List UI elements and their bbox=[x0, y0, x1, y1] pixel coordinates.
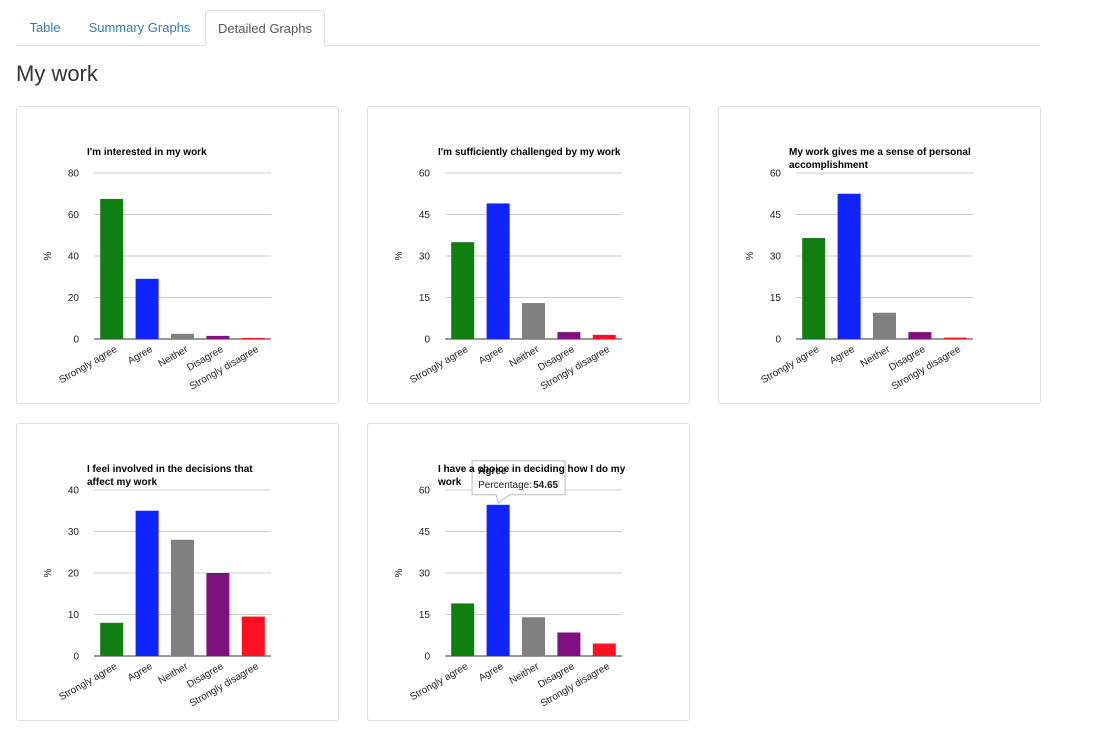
x-tick-label: Strongly agree bbox=[408, 344, 470, 386]
chart-title: My work gives me a sense of personal acc… bbox=[789, 147, 971, 171]
bar bbox=[241, 337, 265, 339]
y-tick-label: 10 bbox=[68, 610, 80, 621]
chart-card: % 0 15 30 45 60 Strongly agree Agree Neither Disa… bbox=[367, 106, 690, 404]
y-tick-label: 30 bbox=[419, 569, 431, 580]
x-tick-label: Strongly agree bbox=[408, 661, 470, 703]
x-tick-label: Agree bbox=[126, 344, 155, 367]
bar bbox=[837, 193, 861, 339]
y-tick-label: 15 bbox=[770, 293, 782, 304]
chart-title: I'm sufficiently challenged by my work bbox=[438, 147, 621, 158]
tab[interactable]: Detailed Graphs bbox=[205, 10, 325, 46]
y-tick-label: 40 bbox=[68, 252, 80, 263]
y-tick-label: 60 bbox=[68, 210, 80, 221]
chart-card: % 0 10 20 30 40 Strongly agree Agree Neither Disa… bbox=[16, 423, 339, 721]
bar bbox=[135, 278, 159, 339]
bar bbox=[486, 504, 510, 656]
tab[interactable]: Table bbox=[29, 20, 61, 35]
tab-bar: Table Summary Graphs Detailed Graphs bbox=[16, 10, 1040, 46]
x-tick-label: Agree bbox=[477, 661, 506, 684]
bar bbox=[241, 616, 265, 656]
y-tick-label: 30 bbox=[770, 252, 782, 263]
y-tick-label: 20 bbox=[68, 293, 80, 304]
bar bbox=[451, 603, 475, 656]
y-tick-label: 0 bbox=[775, 335, 781, 346]
chart-card: % 0 15 30 45 60 Strongly agree Agree Neither Disa… bbox=[718, 106, 1041, 404]
bar bbox=[908, 332, 932, 339]
y-tick-label: 60 bbox=[770, 169, 782, 180]
y-tick-label: 30 bbox=[419, 252, 431, 263]
y-axis-label: % bbox=[43, 568, 54, 577]
bar bbox=[557, 332, 581, 339]
x-tick-label: Agree bbox=[477, 344, 506, 367]
y-tick-label: 15 bbox=[419, 610, 431, 621]
bar bbox=[802, 238, 826, 339]
bar bbox=[592, 334, 616, 339]
bar bbox=[171, 333, 194, 339]
bar bbox=[451, 242, 475, 339]
x-tick-label: Strongly agree bbox=[57, 661, 119, 703]
chart-title: I feel involved in the decisions that af… bbox=[87, 464, 253, 488]
y-axis-label: % bbox=[394, 251, 405, 260]
y-tick-label: 60 bbox=[419, 486, 431, 497]
x-tick-label: Strongly agree bbox=[57, 344, 119, 386]
y-axis-label: % bbox=[745, 251, 756, 260]
bar bbox=[206, 573, 230, 656]
bar bbox=[592, 643, 616, 656]
y-tick-label: 45 bbox=[770, 210, 782, 221]
x-tick-label: Agree bbox=[126, 661, 155, 684]
y-tick-label: 60 bbox=[419, 169, 431, 180]
tab[interactable]: Summary Graphs bbox=[88, 20, 191, 35]
tooltip-value: 54.65 bbox=[533, 480, 558, 491]
tooltip-category: Agree bbox=[478, 466, 507, 477]
y-tick-label: 45 bbox=[419, 527, 431, 538]
bar bbox=[171, 539, 194, 656]
y-tick-label: 20 bbox=[68, 569, 80, 580]
bar bbox=[135, 510, 159, 656]
y-axis-label: % bbox=[43, 251, 54, 260]
chart-title: I'm interested in my work bbox=[87, 147, 207, 158]
tooltip-box bbox=[471, 460, 566, 504]
bar bbox=[873, 312, 896, 339]
y-tick-label: 0 bbox=[73, 652, 79, 663]
chart-card: % 0 15 30 45 60 Strongly agree Agree Neither Disa… bbox=[367, 423, 690, 721]
y-tick-label: 0 bbox=[424, 652, 430, 663]
bar bbox=[100, 198, 124, 339]
chart-title: I have a choice in deciding how I do my … bbox=[438, 464, 626, 488]
bar bbox=[100, 622, 124, 656]
y-tick-label: 15 bbox=[419, 293, 431, 304]
tooltip-label: Percentage: bbox=[478, 480, 532, 491]
y-tick-label: 45 bbox=[419, 210, 431, 221]
bar bbox=[206, 335, 230, 339]
x-tick-label: Strongly agree bbox=[759, 344, 821, 386]
bar bbox=[522, 303, 545, 339]
bar bbox=[522, 617, 545, 656]
y-tick-label: 0 bbox=[424, 335, 430, 346]
y-tick-label: 0 bbox=[73, 335, 79, 346]
y-tick-label: 40 bbox=[68, 486, 80, 497]
bar bbox=[943, 337, 967, 339]
y-tick-label: 30 bbox=[68, 527, 80, 538]
bar bbox=[557, 632, 581, 656]
x-tick-label: Agree bbox=[828, 344, 857, 367]
chart-card: % 0 20 40 60 80 Strongly agree Agree Neither Disa… bbox=[16, 106, 339, 404]
y-axis-label: % bbox=[394, 568, 405, 577]
bar bbox=[486, 203, 510, 339]
section-heading: My work bbox=[16, 61, 98, 86]
y-tick-label: 80 bbox=[68, 169, 80, 180]
